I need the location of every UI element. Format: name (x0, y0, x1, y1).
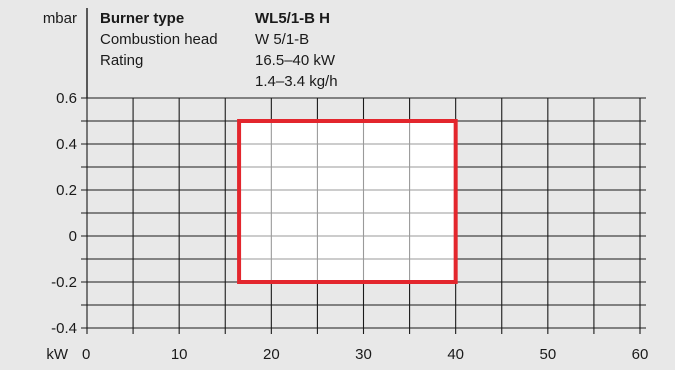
x-tick-label: 50 (539, 346, 556, 363)
rating-kgh-value: 1.4–3.4 kg/h (255, 73, 338, 90)
y-tick-label: 0.2 (56, 182, 77, 199)
x-tick-label: 40 (447, 346, 464, 363)
y-tick-label: -0.4 (51, 320, 77, 337)
x-axis-unit-label: kW (46, 346, 69, 363)
working-field-layer (237, 119, 458, 284)
combustion-head-label: Combustion head (100, 31, 218, 48)
rating-kw-value: 16.5–40 kW (255, 52, 336, 69)
x-tick-label: 0 (82, 346, 90, 363)
burner-type-value: WL5/1-B H (255, 10, 330, 27)
x-tick-label: 60 (632, 346, 649, 363)
working-field-outline (237, 119, 458, 284)
y-tick-label: 0.6 (56, 90, 77, 107)
rating-label: Rating (100, 52, 143, 69)
working-field-fill (239, 121, 456, 282)
x-tick-label: 20 (263, 346, 280, 363)
y-tick-label: -0.2 (51, 274, 77, 291)
tick-labels: -0.4 -0.2 0 0.2 0.4 0.6 0 10 20 30 40 50 60 (51, 90, 648, 363)
x-tick-label: 30 (355, 346, 372, 363)
y-axis-unit-label: mbar (43, 10, 77, 27)
x-tick-label: 10 (171, 346, 188, 363)
combustion-head-value: W 5/1-B (255, 31, 309, 48)
y-tick-label: 0.4 (56, 136, 77, 153)
y-tick-label: 0 (69, 228, 77, 245)
burner-type-label: Burner type (100, 10, 184, 27)
